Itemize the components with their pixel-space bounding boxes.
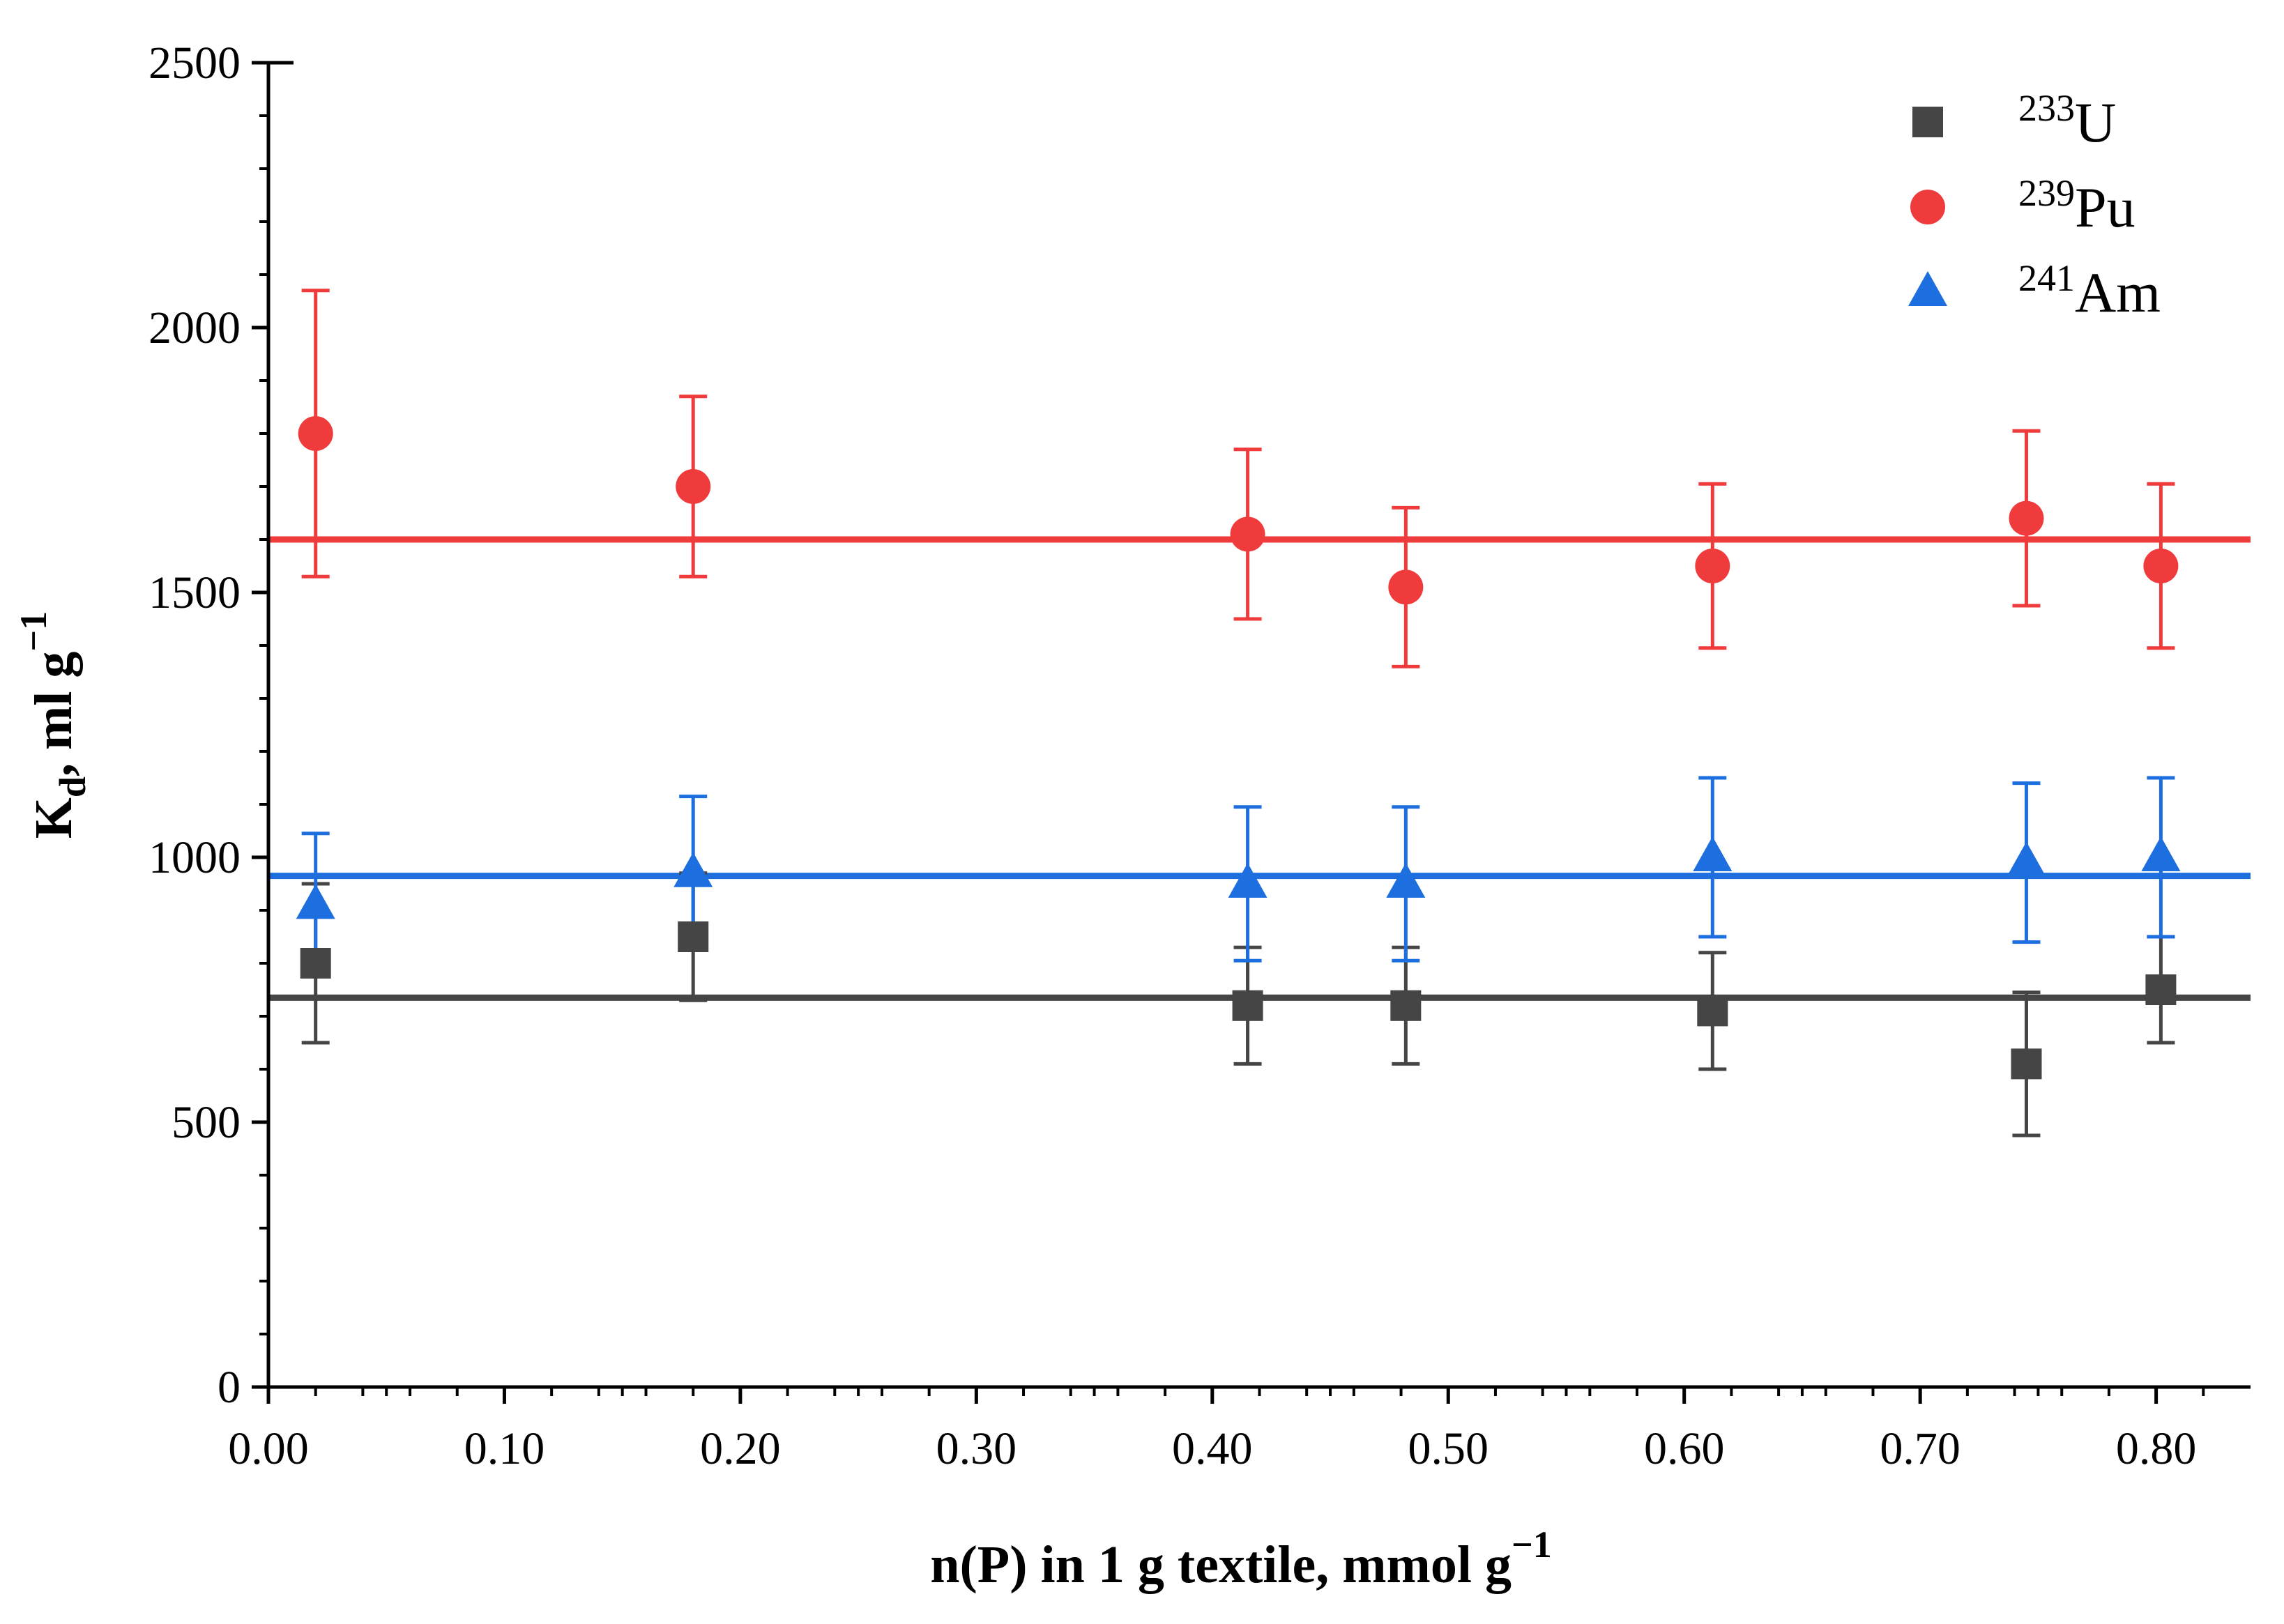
data-point-pu <box>676 469 711 504</box>
data-point-u <box>678 921 709 952</box>
data-point-pu <box>298 416 333 451</box>
legend-label-am: 241Am <box>2018 257 2161 324</box>
data-point-am <box>2141 836 2181 871</box>
data-point-u <box>2145 974 2177 1005</box>
legend-marker-u <box>1912 107 1943 137</box>
y-tick-label: 2000 <box>149 302 241 353</box>
data-point-pu <box>2009 500 2044 536</box>
legend-label-u: 233U <box>2018 87 2116 154</box>
x-tick-label: 0.20 <box>700 1423 781 1474</box>
data-point-am <box>1228 863 1267 898</box>
data-point-am <box>2007 841 2046 877</box>
legend-label-pu: 239Pu <box>2018 172 2135 239</box>
legend: 233U 239Pu 241Am <box>1908 87 2161 324</box>
data-markers <box>296 416 2181 1080</box>
y-axis-title: Kd, ml g−1 <box>13 611 93 838</box>
x-tick-label: 0.30 <box>936 1423 1017 1474</box>
y-tick-label: 0 <box>218 1362 241 1413</box>
y-tick-label: 1500 <box>149 567 241 618</box>
data-point-pu <box>2143 549 2179 583</box>
x-tick-label: 0.00 <box>228 1423 309 1474</box>
data-point-am <box>1386 863 1426 898</box>
x-tick-label: 0.10 <box>464 1423 545 1474</box>
fit-lines <box>268 536 2251 1001</box>
x-tick-label: 0.70 <box>1880 1423 1961 1474</box>
data-point-u <box>1232 990 1263 1021</box>
data-point-pu <box>1388 569 1424 605</box>
data-point-am <box>673 852 713 887</box>
x-tick-label: 0.60 <box>1644 1423 1725 1474</box>
axes: 0 500 1000 1500 2000 2500 0.00 0.10 0.20 0.30 0.40… <box>149 38 2251 1474</box>
data-point-am <box>1693 836 1733 871</box>
y-tick-label: 500 <box>172 1097 241 1148</box>
x-tick-label: 0.80 <box>2116 1423 2197 1474</box>
data-point-u <box>1390 990 1422 1021</box>
x-tick-label: 0.40 <box>1172 1423 1253 1474</box>
y-tick-label: 2500 <box>149 38 241 89</box>
data-point-u <box>300 948 331 979</box>
data-point-am <box>296 884 335 919</box>
y-tick-label: 1000 <box>149 832 241 883</box>
legend-marker-pu <box>1910 190 1945 224</box>
x-tick-label: 0.50 <box>1408 1423 1489 1474</box>
data-point-u <box>1697 995 1728 1027</box>
legend-marker-am <box>1908 271 1947 306</box>
x-axis-title: n(P) in 1 g textile, mmol g−1 <box>930 1524 1552 1594</box>
data-point-pu <box>1695 549 1730 583</box>
data-point-pu <box>1230 516 1265 552</box>
data-point-u <box>2011 1048 2042 1080</box>
